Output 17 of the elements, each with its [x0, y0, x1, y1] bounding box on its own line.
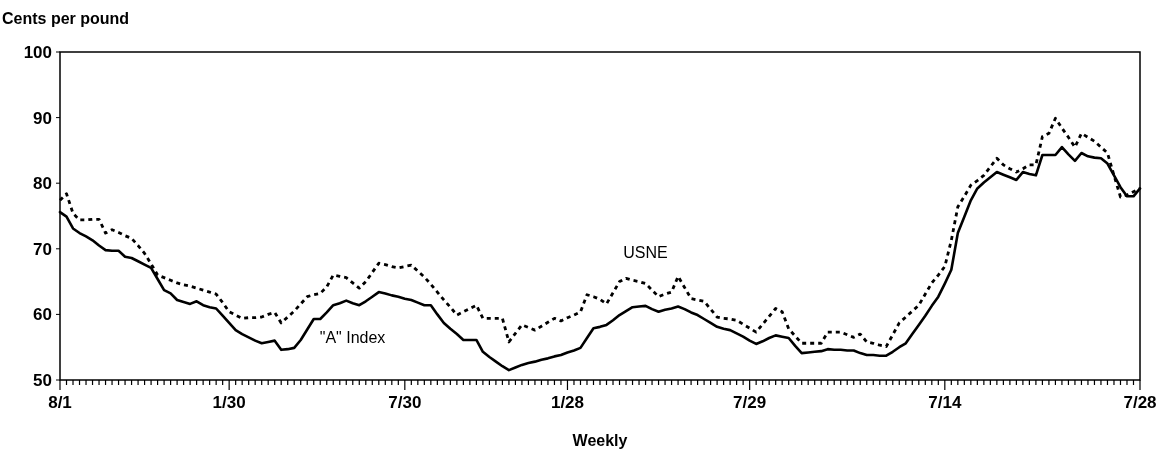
- series-label: "A" Index: [319, 328, 386, 346]
- x-axis-title: Weekly: [572, 432, 628, 449]
- x-tick-label: 7/30: [388, 393, 422, 412]
- y-tick-label: 50: [33, 370, 52, 390]
- x-tick-label: 7/14: [928, 393, 962, 412]
- y-tick-label: 100: [23, 42, 52, 62]
- x-tick-label: 1/28: [550, 393, 585, 412]
- y-tick-label: 70: [33, 239, 52, 259]
- y-tick-label: 90: [33, 108, 52, 128]
- y-tick-label: 80: [33, 174, 52, 194]
- y-axis-title: Cents per pound: [2, 10, 130, 27]
- x-tick-label: 7/28: [1123, 393, 1157, 412]
- series-label: USNE: [623, 243, 668, 261]
- y-tick-label: 60: [33, 305, 52, 325]
- x-tick-label: 1/30: [212, 393, 246, 412]
- x-tick-label: 8/1: [48, 393, 72, 412]
- x-tick-label: 7/29: [733, 393, 767, 412]
